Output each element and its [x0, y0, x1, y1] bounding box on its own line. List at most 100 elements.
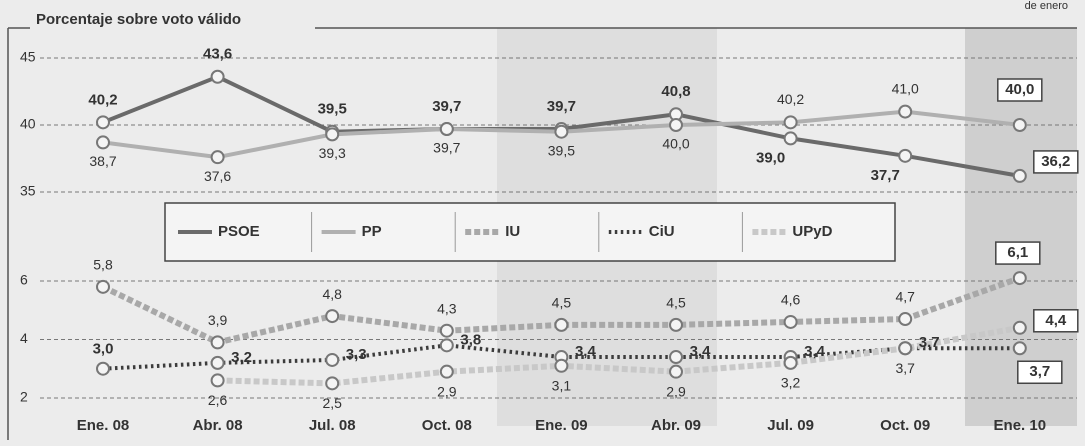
value-label: 2,9	[666, 383, 686, 399]
point	[555, 360, 567, 372]
x-tick-label: Ene. 08	[77, 417, 130, 434]
point	[441, 325, 453, 337]
point	[326, 354, 338, 366]
value-label: 3,7	[1029, 363, 1050, 380]
point	[899, 106, 911, 118]
point	[899, 342, 911, 354]
value-label: 3,0	[93, 341, 114, 358]
value-label: 6,1	[1007, 244, 1028, 261]
y-tick-label: 40	[20, 116, 36, 132]
value-label: 2,9	[437, 383, 457, 399]
legend-label: UPyD	[792, 223, 832, 240]
value-label: 39,7	[433, 140, 460, 156]
point	[97, 136, 109, 148]
point	[326, 310, 338, 322]
point	[670, 366, 682, 378]
value-label: 39,0	[756, 149, 785, 166]
value-label: 36,2	[1041, 153, 1070, 170]
value-label: 39,7	[547, 98, 576, 115]
value-label: 37,7	[871, 167, 900, 184]
point	[670, 119, 682, 131]
value-label: 4,6	[781, 292, 801, 308]
x-tick-label: Ene. 10	[994, 417, 1047, 434]
value-label: 3,2	[781, 375, 801, 391]
legend	[165, 203, 895, 261]
legend-label: PSOE	[218, 223, 260, 240]
y-tick-label: 6	[20, 272, 28, 288]
value-label: 2,5	[322, 395, 342, 411]
point	[212, 336, 224, 348]
value-label: 43,6	[203, 46, 232, 63]
value-label: 5,8	[93, 257, 113, 273]
legend-label: PP	[362, 223, 382, 240]
y-tick-label: 4	[20, 330, 28, 346]
value-label: 3,2	[231, 349, 252, 366]
legend-label: IU	[505, 223, 520, 240]
value-label: 37,6	[204, 168, 231, 184]
x-tick-label: Abr. 08	[193, 417, 243, 434]
point	[97, 281, 109, 293]
value-label: 40,0	[1005, 81, 1034, 98]
value-label: 4,5	[666, 295, 686, 311]
point	[212, 374, 224, 386]
value-label: 4,3	[437, 300, 457, 316]
value-label: 3,4	[575, 343, 597, 360]
point	[441, 366, 453, 378]
point	[326, 377, 338, 389]
value-label: 39,7	[432, 98, 461, 115]
value-label: 41,0	[892, 80, 919, 96]
point	[97, 363, 109, 375]
y-tick-label: 35	[20, 183, 36, 199]
point	[785, 116, 797, 128]
chart: Porcentaje sobre voto válido de enero 35…	[0, 0, 1085, 446]
x-tick-label: Jul. 09	[767, 417, 814, 434]
point	[1014, 170, 1026, 182]
note: de enero	[1025, 0, 1068, 12]
point	[1014, 342, 1026, 354]
value-label: 40,8	[661, 83, 690, 100]
value-label: 39,5	[548, 142, 575, 158]
point	[212, 357, 224, 369]
value-label: 3,3	[346, 346, 367, 363]
x-tick-label: Oct. 09	[880, 417, 930, 434]
value-label: 3,7	[919, 334, 940, 351]
value-label: 3,4	[804, 343, 826, 360]
x-tick-label: Oct. 08	[422, 417, 472, 434]
point	[1014, 272, 1026, 284]
value-label: 3,7	[895, 360, 915, 376]
y-tick-label: 45	[20, 49, 36, 65]
value-label: 4,5	[552, 295, 572, 311]
value-label: 40,2	[777, 91, 804, 107]
legend-label: CiU	[649, 223, 675, 240]
point	[785, 357, 797, 369]
value-label: 4,7	[895, 289, 915, 305]
chart-title: Porcentaje sobre voto válido	[36, 11, 241, 28]
point	[1014, 322, 1026, 334]
value-label: 3,4	[690, 343, 712, 360]
value-label: 2,6	[208, 392, 228, 408]
point	[785, 132, 797, 144]
point	[555, 319, 567, 331]
point	[326, 128, 338, 140]
point	[670, 319, 682, 331]
x-tick-label: Abr. 09	[651, 417, 701, 434]
value-label: 40,0	[662, 136, 689, 152]
point	[441, 339, 453, 351]
point	[785, 316, 797, 328]
point	[441, 123, 453, 135]
point	[899, 313, 911, 325]
value-label: 4,4	[1045, 312, 1067, 329]
value-label: 3,1	[552, 378, 572, 394]
value-label: 38,7	[89, 153, 116, 169]
value-label: 4,8	[322, 286, 342, 302]
value-label: 39,3	[319, 145, 346, 161]
value-label: 3,8	[460, 331, 481, 348]
point	[670, 351, 682, 363]
point	[97, 116, 109, 128]
x-tick-label: Ene. 09	[535, 417, 588, 434]
value-label: 39,5	[318, 101, 347, 118]
point	[1014, 119, 1026, 131]
point	[212, 71, 224, 83]
point	[899, 150, 911, 162]
value-label: 40,2	[88, 91, 117, 108]
